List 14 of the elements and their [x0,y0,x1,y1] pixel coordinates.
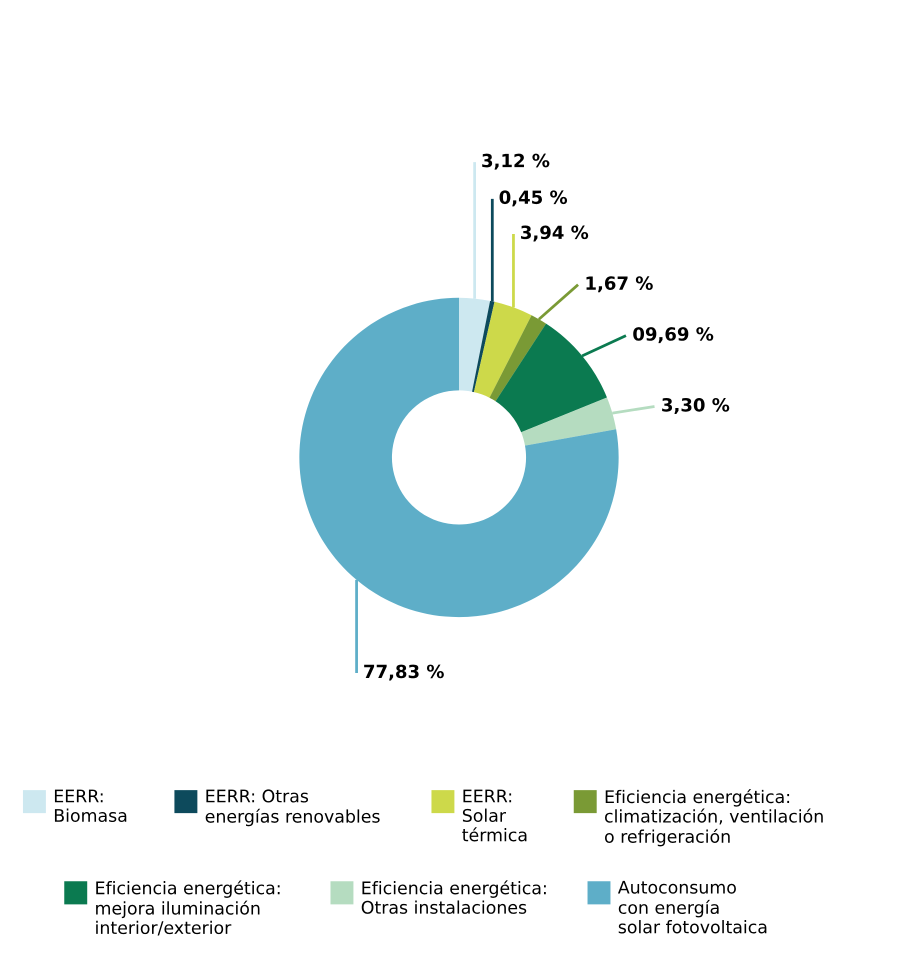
legend-label: Eficiencia energética: Otras instalaciones [362,880,546,914]
data-label: 3,94 % [521,226,588,242]
data-label: 77,83 % [364,664,444,681]
data-label: 3,12 % [482,154,550,170]
legend-label: Eficiencia energética: mejora iluminación interior/exterior [96,880,280,936]
data-label: 09,69 % [633,327,714,344]
data-label: 1,67 % [586,276,653,292]
data-label: 0,45 % [500,190,568,206]
legend-label: EERR: Solar térmica [462,790,526,842]
legend-label: Autoconsumo con energía solar fotovoltaica [618,880,766,934]
legend-label: EERR: Otras energías renovables [206,789,380,826]
legend-label: Eficiencia energética: climatización, ventilación o refrigeración [605,789,823,846]
data-label: 3,30 % [662,398,730,414]
legend-label: EERR: Biomasa [54,790,126,822]
